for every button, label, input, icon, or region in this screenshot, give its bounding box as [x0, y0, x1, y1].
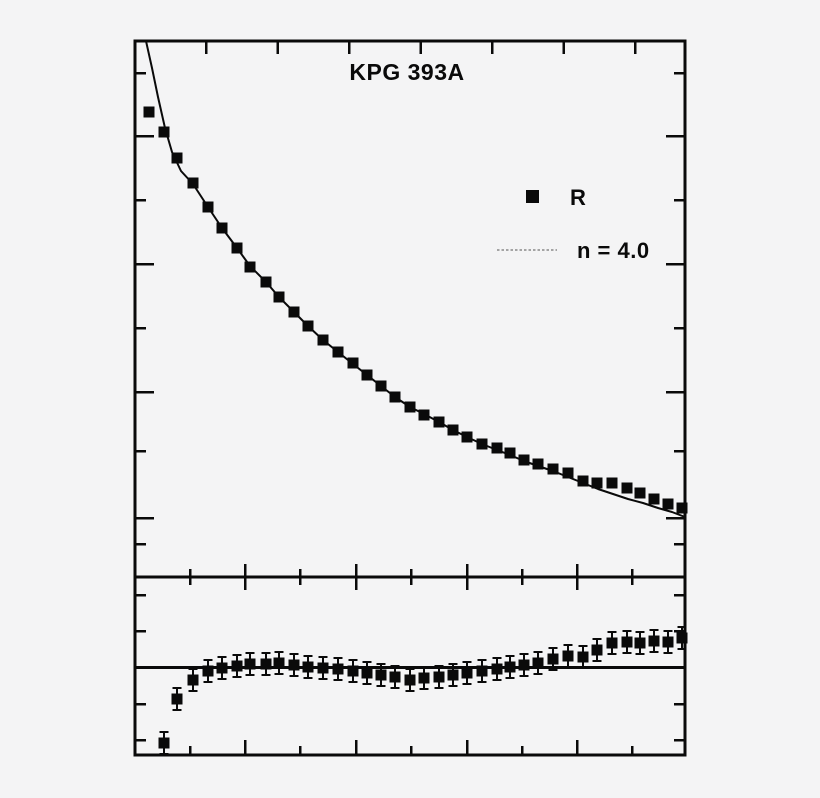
residual-point [273, 657, 285, 669]
data-point-main [547, 463, 559, 475]
data-point-main [317, 334, 329, 346]
data-point-main [302, 320, 314, 332]
residual-point [662, 636, 674, 648]
data-point-main [288, 306, 300, 318]
data-point-main [171, 152, 183, 164]
data-point-main [375, 380, 387, 392]
data-point-main [332, 346, 344, 358]
data-point-main [389, 391, 401, 403]
residual-point [577, 651, 589, 663]
legend-square-marker-icon [526, 190, 539, 203]
data-point-main [216, 222, 228, 234]
data-point-main [504, 447, 516, 459]
residual-point [418, 672, 430, 684]
data-point-main [244, 261, 256, 273]
data-point-main [476, 438, 488, 450]
data-point-main [577, 475, 589, 487]
data-point-main [447, 424, 459, 436]
data-point-main [461, 431, 473, 443]
data-point-main [158, 126, 170, 138]
data-point-main [404, 401, 416, 413]
residual-point [634, 637, 646, 649]
residual-point [187, 674, 199, 686]
data-point-main [347, 357, 359, 369]
legend-series-label: R [570, 185, 586, 210]
residual-point [361, 667, 373, 679]
data-point-main [634, 487, 646, 499]
residual-point [171, 693, 183, 705]
data-point-main [418, 409, 430, 421]
chart-title: KPG 393A [349, 59, 464, 85]
data-point-main [518, 454, 530, 466]
residual-point [648, 635, 660, 647]
residual-point [606, 637, 618, 649]
residual-point [476, 665, 488, 677]
legend-model-label: n = 4.0 [577, 238, 650, 263]
residual-point [202, 665, 214, 677]
legend: R n = 4.0 [497, 185, 650, 263]
residual-point [433, 671, 445, 683]
data-point-main [662, 498, 674, 510]
data-point-main [648, 493, 660, 505]
data-point-main [591, 477, 603, 489]
residual-point [389, 671, 401, 683]
residual-point [591, 644, 603, 656]
residual-point [562, 650, 574, 662]
residual-point [447, 669, 459, 681]
residual-point [375, 669, 387, 681]
data-point-main [187, 177, 199, 189]
data-point-main [562, 467, 574, 479]
data-point-main [491, 442, 503, 454]
residual-point [676, 632, 688, 644]
residual-point [621, 636, 633, 648]
data-point-main [621, 482, 633, 494]
data-point-main [676, 502, 688, 514]
residual-point [260, 658, 272, 670]
data-point-main [433, 416, 445, 428]
data-point-main [260, 276, 272, 288]
residual-point [518, 659, 530, 671]
data-point-main [606, 477, 618, 489]
residual-point [158, 737, 170, 749]
data-point-main [143, 106, 155, 118]
residual-point [347, 665, 359, 677]
data-point-main [202, 201, 214, 213]
residual-point [461, 667, 473, 679]
residual-point [547, 653, 559, 665]
data-point-main [532, 458, 544, 470]
data-point-main [361, 369, 373, 381]
data-point-main [273, 291, 285, 303]
residual-point [244, 658, 256, 670]
residual-point [288, 659, 300, 671]
residual-point [532, 657, 544, 669]
data-point-main [231, 242, 243, 254]
residual-point [404, 674, 416, 686]
